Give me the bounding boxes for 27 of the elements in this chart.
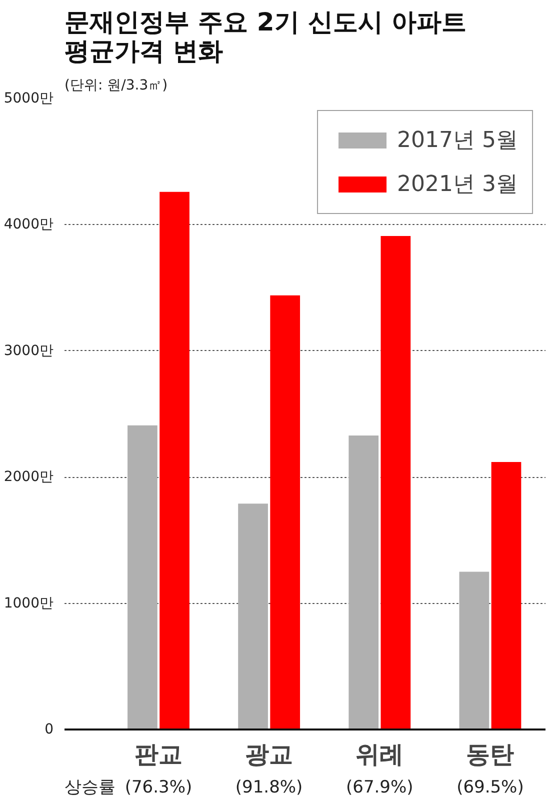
x-tick-label: 위례	[356, 740, 404, 768]
text: (69.5%)	[456, 778, 524, 798]
legend-label: 2021년 3월	[397, 171, 518, 199]
x-tick-label: 광교	[245, 740, 294, 768]
x-tick-label: 동탄	[466, 740, 514, 768]
text: 상승률	[64, 778, 116, 798]
bar	[270, 295, 300, 730]
bar	[160, 192, 190, 730]
y-tick-label: 1000만	[4, 595, 54, 612]
x-tick-label: 판교	[134, 740, 182, 768]
bar	[459, 572, 490, 730]
chart-title: 문재인정부 주요 2기 신도시 아파트 평균가격 변화	[64, 8, 467, 66]
text: (91.8%)	[235, 778, 303, 798]
bar	[380, 236, 411, 730]
bar	[238, 504, 268, 730]
bar	[491, 462, 522, 730]
legend-label: 2017년 5월	[397, 127, 518, 155]
bar	[128, 425, 158, 730]
y-tick-label: 4000만	[4, 216, 54, 233]
y-tick-label: 5000만	[4, 90, 54, 106]
text: (76.3%)	[124, 778, 192, 798]
y-tick-label: 0	[44, 722, 54, 738]
y-tick-label: 2000만	[4, 469, 54, 486]
bar	[348, 435, 379, 730]
text: (67.9%)	[346, 778, 414, 798]
y-tick-label: 3000만	[4, 342, 54, 359]
chart-subtitle: (단위: 원/3.3㎡)	[64, 78, 168, 94]
